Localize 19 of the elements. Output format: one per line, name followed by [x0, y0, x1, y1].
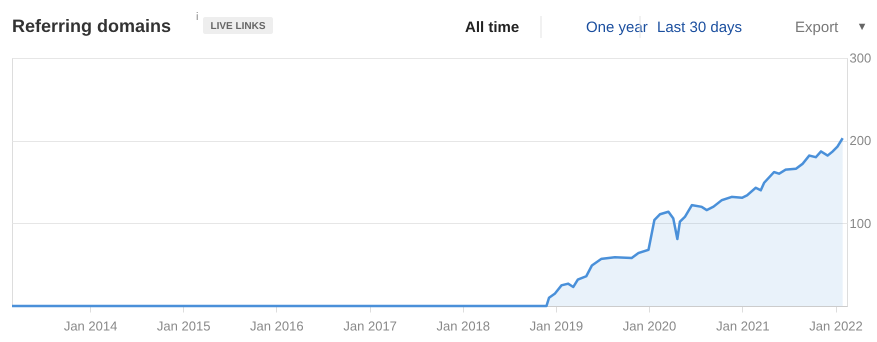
x-tick-label: Jan 2019 — [530, 318, 584, 334]
y-tick-label: 200 — [850, 133, 872, 148]
text: i — [196, 11, 198, 23]
chart-subtitle: LIVE LINKS — [210, 21, 266, 32]
x-tick-label: Jan 2018 — [436, 318, 490, 334]
x-tick-label: Jan 2022 — [809, 318, 863, 334]
y-tick-label: 100 — [850, 216, 872, 231]
text: ▼ — [856, 21, 868, 33]
text: Export — [795, 19, 840, 36]
x-tick-label: Jan 2015 — [156, 318, 210, 334]
text: All time — [465, 19, 520, 36]
x-tick-label: Jan 2017 — [343, 318, 397, 334]
x-tick-label: Jan 2020 — [622, 318, 676, 334]
x-tick-label: Jan 2014 — [64, 318, 118, 334]
text: Last 30 days — [657, 19, 742, 36]
x-tick-label: Jan 2021 — [716, 318, 770, 334]
chart-title: Referring domains — [12, 16, 172, 36]
x-tick-label: Jan 2016 — [250, 318, 304, 334]
y-tick-label: 300 — [850, 50, 872, 66]
